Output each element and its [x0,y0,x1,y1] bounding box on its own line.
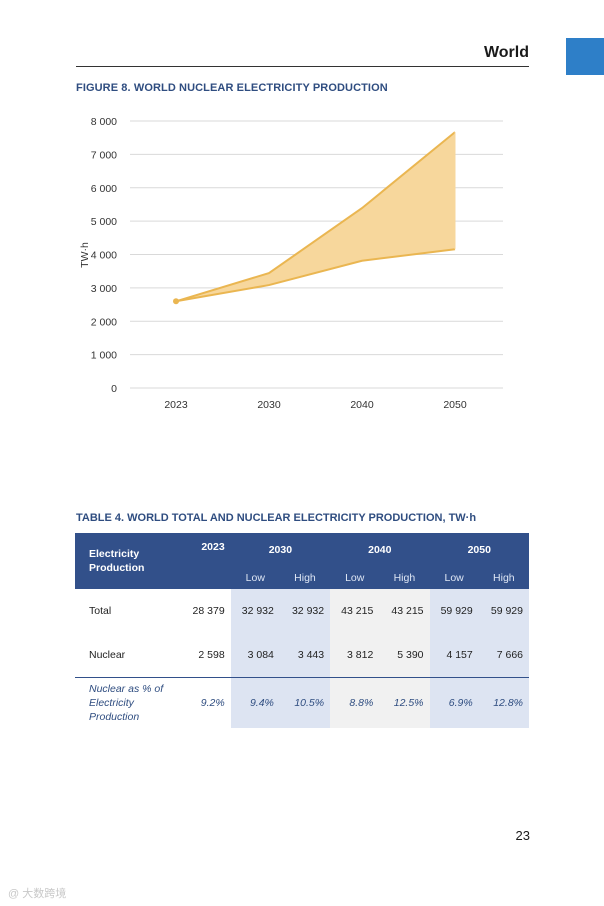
row-header-line2: Production [89,562,145,574]
table-cell: 8.8% [330,677,380,728]
low-2050-header: Low [429,567,479,589]
section-tab [566,38,604,75]
nuclear-production-chart: 0 1 000 2 000 3 000 4 000 5 000 6 000 7 000 8 00… [79,116,503,411]
header-rule [76,66,529,67]
range-band [176,132,455,302]
table-cell: 2 598 [198,649,225,661]
table-cell: 12.5% [379,677,430,728]
y-tick-label: 0 [111,383,117,395]
year-2030-header: 2030 [230,533,331,567]
year-2023-header: 2023 [172,533,231,567]
high-series-line [175,131,456,303]
table-cell: 9.4% [230,677,280,728]
table-cell: 10.5% [279,677,331,728]
table-row: Nuclear as % of Electricity Production 9… [75,677,529,728]
table-cell: 6.9% [429,677,479,728]
pct-label-line2: Electricity Production [89,697,140,723]
figure-title: FIGURE 8. WORLD NUCLEAR ELECTRICITY PROD… [76,82,388,94]
x-tick-label: 2023 [164,399,188,411]
table-cell: 3 084 [230,633,280,678]
y-tick-label: 8 000 [91,116,117,128]
row-header-line1: Electricity [89,548,140,560]
start-point [173,298,179,305]
y-tick-label: 1 000 [91,350,117,362]
table-cell: 32 932 [279,589,331,633]
row-header: Electricity Production [75,533,173,589]
y-tick-label: 6 000 [91,183,117,195]
row-label: Nuclear [89,649,126,661]
watermark: @ 大数跨境 [8,888,67,900]
table-cell: 3 443 [279,633,331,678]
table-row: Nuclear 2 598 3 084 3 443 3 812 5 390 4 … [75,633,529,678]
table-cell: 4 157 [429,633,479,678]
table-title: TABLE 4. WORLD TOTAL AND NUCLEAR ELECTRI… [76,512,477,524]
y-tick-label: 4 000 [91,250,117,262]
table-row: Total 28 379 32 932 32 932 43 215 43 215… [75,589,529,633]
table-cell: 43 215 [379,589,430,633]
table-cell: 9.2% [172,677,231,728]
table-cell: 12.8% [478,677,529,728]
table-cell: 59 929 [478,589,529,633]
high-2050-header: High [478,567,529,589]
table-cell: 3 812 [330,633,380,678]
x-tick-label: 2030 [257,399,281,411]
row-label: Total [89,605,112,617]
table-cell: 32 932 [230,589,280,633]
y-tick-label: 7 000 [91,149,117,161]
y-tick-label: 3 000 [91,283,117,295]
x-tick-label: 2050 [443,399,467,411]
y-tick-label: 2 000 [91,316,117,328]
table-cell: 43 215 [330,589,380,633]
section-title: World [483,44,529,61]
x-tick-label: 2040 [350,399,374,411]
low-2040-header: Low [330,567,380,589]
production-table: Electricity Production 2023 2030 2040 20… [75,533,529,728]
y-axis-label: TW·h [79,242,91,268]
high-2040-header: High [379,567,430,589]
row-label: Nuclear as % of Electricity Production [75,677,173,728]
table-cell: 5 390 [379,633,430,678]
pct-label-line1: Nuclear as % of [89,683,164,695]
year-2050-header: 2050 [429,533,529,567]
table-cell: 7 666 [478,633,529,678]
table-cell: 28 379 [192,605,225,617]
blank-subheader [172,567,231,589]
table-cell: 59 929 [429,589,479,633]
high-2030-header: High [279,567,331,589]
page-number: 23 [515,828,530,843]
low-series-line [175,248,456,303]
y-tick-label: 5 000 [91,216,117,228]
year-2040-header: 2040 [330,533,430,567]
low-2030-header: Low [230,567,280,589]
